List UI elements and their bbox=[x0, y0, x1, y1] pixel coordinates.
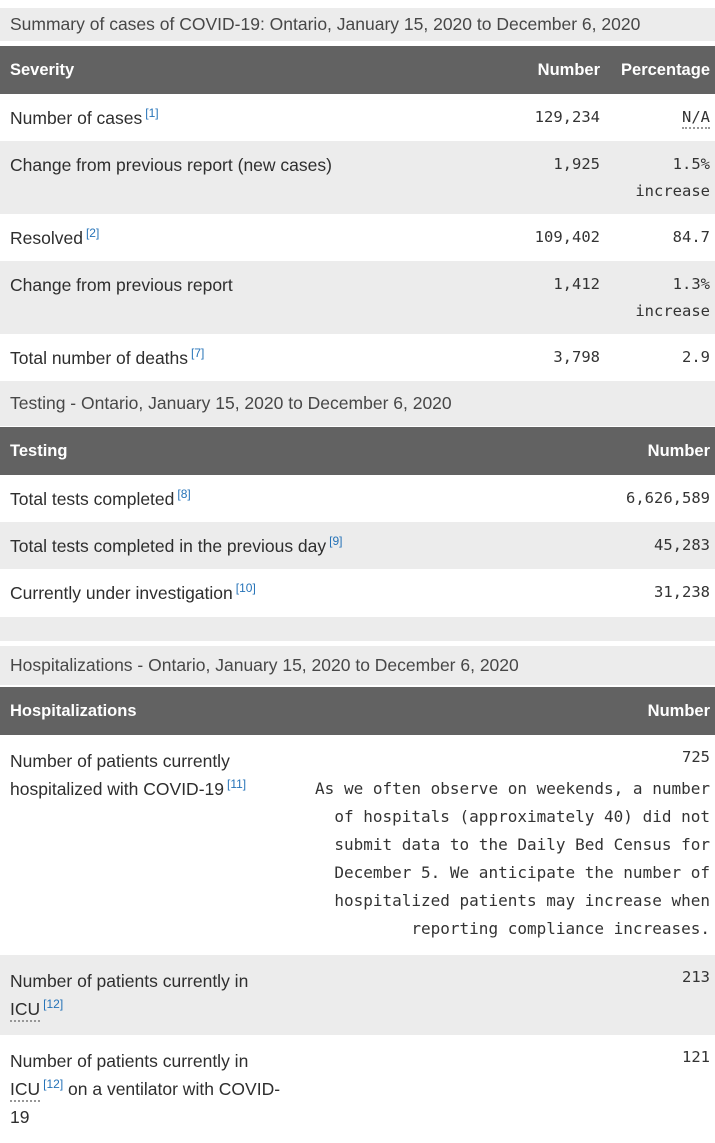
summary-section: Summary of cases of COVID-19: Ontario, J… bbox=[0, 8, 715, 381]
table-row: Number of patients currently hospitalize… bbox=[0, 735, 715, 955]
row-label: Number of patients currently in bbox=[10, 1051, 249, 1071]
percentage-value: 1.3% bbox=[672, 275, 710, 293]
row-label: Change from previous report bbox=[10, 275, 233, 295]
percentage-cell: 84.7 bbox=[600, 227, 710, 248]
column-header-number: Number bbox=[647, 442, 710, 460]
percentage-cell: N/A bbox=[600, 107, 710, 129]
number-cell: 6,626,589 bbox=[626, 489, 710, 507]
row-label: Total tests completed in the previous da… bbox=[10, 536, 327, 556]
footnote-link[interactable]: [10] bbox=[235, 581, 256, 596]
number-cell: 3,798 bbox=[553, 348, 600, 366]
percentage-value: 84.7 bbox=[672, 228, 710, 246]
table-end-strip bbox=[0, 617, 715, 641]
hospitalizations-cell: Number of patients currently in ICU [12] bbox=[10, 967, 310, 1023]
percentage-cell: 1.3% increase bbox=[600, 274, 710, 322]
severity-cell: Total number of deaths [7] bbox=[10, 347, 445, 369]
hospitalizations-cell: Number of patients currently in ICU [12] … bbox=[10, 1047, 310, 1131]
percentage-qualifier: increase bbox=[635, 302, 710, 320]
table-row: Total tests completed in the previous da… bbox=[0, 522, 715, 569]
severity-cell: Number of cases [1] bbox=[10, 107, 445, 129]
number-cell: 121 bbox=[310, 1047, 710, 1068]
testing-cell: Currently under investigation [10] bbox=[10, 582, 555, 604]
column-header-percentage: Percentage bbox=[621, 61, 710, 79]
table-row: Change from previous report 1,412 1.3% in… bbox=[0, 261, 715, 334]
footnote-link[interactable]: [9] bbox=[329, 534, 343, 549]
row-label-suffix: on a ventilator with COVID-19 bbox=[10, 1079, 281, 1127]
number-cell: 213 bbox=[310, 967, 710, 988]
severity-cell: Change from previous report bbox=[10, 274, 445, 296]
footnote-link[interactable]: [11] bbox=[226, 777, 247, 792]
testing-table-caption: Testing - Ontario, January 15, 2020 to D… bbox=[0, 381, 715, 426]
percentage-value: 2.9 bbox=[682, 348, 710, 366]
row-label: Number of patients currently hospitalize… bbox=[10, 751, 230, 799]
table-row: Total tests completed [8] 6,626,589 bbox=[0, 475, 715, 522]
table-row: Currently under investigation [10] 31,238 bbox=[0, 569, 715, 616]
percentage-value: 1.5% bbox=[672, 155, 710, 173]
testing-section: Testing - Ontario, January 15, 2020 to D… bbox=[0, 381, 715, 641]
footnote-link[interactable]: [1] bbox=[145, 106, 159, 121]
footnote-link[interactable]: [2] bbox=[85, 226, 100, 241]
hospitalizations-section: Hospitalizations - Ontario, January 15, … bbox=[0, 646, 715, 1143]
row-label: Currently under investigation bbox=[10, 583, 233, 603]
table-row: Resolved [2] 109,402 84.7 bbox=[0, 214, 715, 261]
number-cell: 725 As we often observe on weekends, a n… bbox=[310, 747, 710, 943]
severity-cell: Resolved [2] bbox=[10, 227, 445, 249]
number-value: 725 bbox=[682, 748, 710, 766]
row-label: Total number of deaths bbox=[10, 348, 189, 368]
footnote-link[interactable]: [8] bbox=[177, 487, 191, 502]
column-header-number: Number bbox=[537, 61, 600, 79]
percentage-cell: 2.9 bbox=[600, 347, 710, 368]
row-label: Resolved bbox=[10, 228, 83, 248]
severity-cell: Change from previous report (new cases) bbox=[10, 154, 445, 176]
row-label: Number of cases bbox=[10, 108, 143, 128]
table-row: Total number of deaths [7] 3,798 2.9 bbox=[0, 334, 715, 381]
number-cell: 1,925 bbox=[553, 155, 600, 173]
table-row: Number of patients currently in ICU [12] … bbox=[0, 955, 715, 1035]
table-row: Number of cases [1] 129,234 N/A bbox=[0, 94, 715, 141]
table-row: Number of patients currently in ICU [12] … bbox=[0, 1035, 715, 1143]
row-label: Total tests completed bbox=[10, 489, 175, 509]
row-label: Number of patients currently in bbox=[10, 971, 249, 991]
percentage-cell: 1.5% increase bbox=[600, 154, 710, 202]
hospitalizations-cell: Number of patients currently hospitalize… bbox=[10, 747, 310, 803]
column-header-number: Number bbox=[647, 702, 711, 720]
table-row: Change from previous report (new cases) … bbox=[0, 141, 715, 214]
number-cell: 1,412 bbox=[553, 275, 600, 293]
testing-cell: Total tests completed in the previous da… bbox=[10, 535, 555, 557]
hospitalizations-table-caption: Hospitalizations - Ontario, January 15, … bbox=[0, 646, 715, 685]
number-value: 121 bbox=[682, 1048, 710, 1066]
summary-table-header: Severity Number Percentage bbox=[0, 46, 715, 94]
testing-cell: Total tests completed [8] bbox=[10, 488, 555, 510]
testing-table-header: Testing Number bbox=[0, 427, 715, 475]
number-cell: 129,234 bbox=[534, 108, 600, 126]
column-header-testing: Testing bbox=[10, 442, 68, 460]
reporting-note: As we often observe on weekends, a numbe… bbox=[315, 779, 710, 938]
hospitalizations-table-header: Hospitalizations Number bbox=[0, 687, 715, 735]
icu-abbr: ICU bbox=[10, 999, 41, 1022]
number-cell: 109,402 bbox=[534, 228, 600, 246]
row-label: Change from previous report (new cases) bbox=[10, 155, 332, 175]
icu-abbr: ICU bbox=[10, 1079, 41, 1102]
footnote-link[interactable]: [12] bbox=[43, 997, 64, 1012]
footnote-link[interactable]: [12] bbox=[43, 1077, 64, 1092]
column-header-severity: Severity bbox=[10, 61, 75, 79]
not-applicable-abbr: N/A bbox=[682, 108, 710, 129]
number-value: 213 bbox=[682, 968, 710, 986]
column-header-hospitalizations: Hospitalizations bbox=[10, 702, 137, 720]
number-cell: 31,238 bbox=[654, 583, 710, 601]
footnote-link[interactable]: [7] bbox=[191, 346, 205, 361]
number-cell: 45,283 bbox=[654, 536, 710, 554]
summary-table-caption: Summary of cases of COVID-19: Ontario, J… bbox=[0, 8, 715, 41]
percentage-qualifier: increase bbox=[635, 182, 710, 200]
